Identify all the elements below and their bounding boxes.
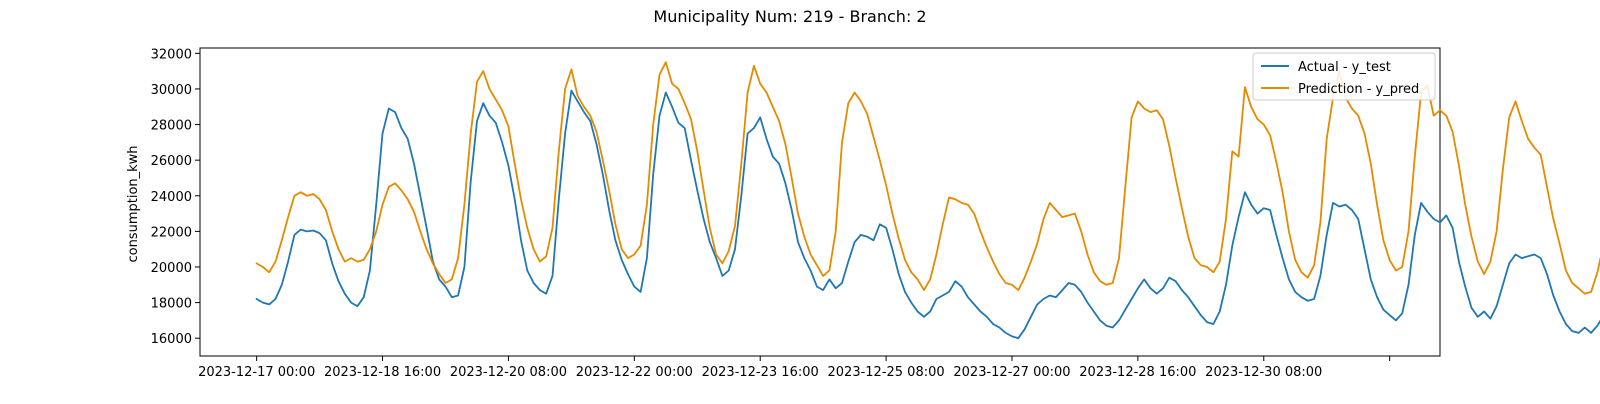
y-axis-label: consumption_kwh [126,145,141,262]
y-tick-label: 16000 [151,332,192,347]
x-tick-label: 2023-12-18 16:00 [324,365,441,380]
y-tick-label: 20000 [151,261,192,276]
x-tick-label: 2023-12-23 16:00 [702,365,819,380]
y-tick-label: 18000 [151,297,192,312]
y-axis: 16000 18000 20000 22000 24000 26000 28000 30000… [151,47,200,347]
series-line-actual [255,89,1600,340]
chart-title: Municipality Num: 219 - Branch: 2 [653,7,926,26]
series-line-prediction [255,61,1600,295]
series-layer [255,61,1600,340]
legend-box [1252,52,1436,101]
x-axis: 2023-12-17 00:00 2023-12-18 16:00 2023-12-… [198,356,1391,380]
x-tick-label: 2023-12-20 08:00 [450,365,567,380]
y-tick-label: 32000 [151,47,192,62]
legend: Actual - y_test Prediction - y_pred [1252,52,1436,101]
y-tick-label: 24000 [151,190,192,205]
x-tick-label: 2023-12-30 08:00 [1205,365,1322,380]
legend-label-actual: Actual - y_test [1298,60,1391,75]
y-tick-label: 22000 [151,225,192,240]
x-tick-label: 2023-12-22 00:00 [576,365,693,380]
y-tick-label: 28000 [151,119,192,134]
x-tick-label: 2023-12-28 16:00 [1079,365,1196,380]
plot-area-frame [199,47,1441,357]
legend-label-prediction: Prediction - y_pred [1298,82,1419,97]
y-tick-label: 26000 [151,154,192,169]
x-tick-label: 2023-12-27 00:00 [953,365,1070,380]
x-tick-label: 2023-12-25 08:00 [828,365,945,380]
x-tick-label: 2023-12-17 00:00 [198,365,315,380]
y-tick-label: 30000 [151,83,192,98]
